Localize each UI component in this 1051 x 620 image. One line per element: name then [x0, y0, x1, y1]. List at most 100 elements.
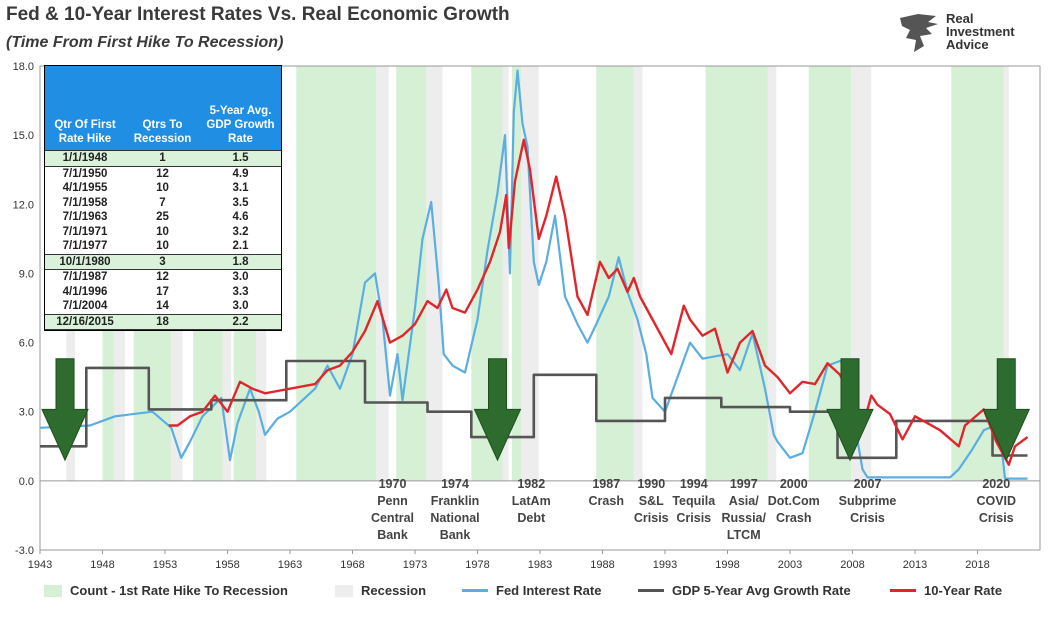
crisis-label: Dot.Com: [768, 494, 820, 508]
crisis-label: 1994: [680, 477, 708, 491]
crisis-label: 1997: [730, 477, 758, 491]
count-band: [511, 66, 522, 481]
x-tick-label: 1968: [340, 559, 364, 571]
crisis-label: Bank: [377, 528, 408, 542]
y-tick-label: 15.0: [13, 130, 34, 142]
fed-rate-line: [39, 69, 1028, 480]
count-band: [705, 66, 768, 481]
table-cell-date: 7/1/1958: [62, 196, 108, 209]
legend-label-ten: 10-Year Rate: [924, 583, 1003, 598]
crisis-label: Central: [371, 511, 414, 525]
y-tick-label: 9.0: [19, 268, 34, 280]
count-band: [296, 66, 377, 481]
count-band: [396, 66, 427, 481]
legend-label-count: Count - 1st Rate Hike To Recession: [70, 583, 288, 598]
table-cell-qtrs: 7: [159, 196, 166, 209]
crisis-label: Penn: [377, 494, 408, 508]
crisis-label: Crisis: [634, 511, 669, 525]
x-tick-label: 1983: [528, 559, 552, 571]
legend-label-recession: Recession: [361, 583, 427, 598]
table-cell-qtrs: 3: [159, 255, 166, 268]
crisis-label: 1982: [517, 477, 545, 491]
table-row: 10/1/1980 3 1.8: [45, 253, 281, 270]
crisis-label: 1970: [379, 477, 407, 491]
table-header-date: Qtr Of First Rate Hike: [54, 119, 116, 145]
table-cell-gdp: 4.6: [232, 211, 249, 224]
table-header-qtrs: Qtrs To Recession: [133, 119, 192, 145]
crisis-label: 1987: [592, 477, 620, 491]
x-tick-label: 2013: [903, 559, 927, 571]
crisis-label: 2000: [780, 477, 808, 491]
table-cell-gdp: 1.5: [232, 152, 249, 165]
table-row: 1/1/1948 1 1.5: [45, 150, 281, 167]
recession-band: [502, 66, 509, 481]
legend-item-recession: Recession: [335, 583, 426, 598]
x-tick-label: 1993: [653, 559, 677, 571]
table-cell-date: 4/1/1996: [62, 285, 108, 298]
table-cell-qtrs: 17: [156, 285, 169, 298]
table-cell-gdp: 3.0: [232, 271, 249, 284]
table-row: 12/16/2015 18 2.2: [45, 313, 281, 330]
table-cell-qtrs: 10: [156, 225, 169, 238]
logo-line-1: Real: [946, 11, 974, 26]
table-cell-gdp: 3.0: [232, 300, 249, 313]
crisis-label: Debt: [517, 511, 546, 525]
legend-label-gdp: GDP 5-Year Avg Growth Rate: [672, 583, 851, 598]
crisis-label: 2020: [982, 477, 1010, 491]
crisis-label: Bank: [440, 528, 471, 542]
x-tick-label: 2008: [840, 559, 864, 571]
legend-item-ten: 10-Year Rate: [890, 583, 1002, 598]
legend-swatch-recession: [335, 584, 353, 597]
table-row: 7/1/1971 10 3.2: [45, 225, 281, 240]
table-cell-qtrs: 14: [156, 300, 169, 313]
table-row: 7/1/1958 7 3.5: [45, 196, 281, 211]
crisis-label: COVID: [976, 494, 1016, 508]
table-cell-gdp: 3.2: [232, 225, 249, 238]
crisis-label: Tequila: [672, 494, 716, 508]
table-cell-date: 7/1/1950: [62, 167, 108, 180]
x-tick-label: 1998: [715, 559, 739, 571]
y-tick-label: 0.0: [19, 476, 34, 488]
y-tick-label: 6.0: [19, 338, 34, 350]
crisis-label: Crash: [776, 511, 811, 525]
x-tick-label: 1963: [278, 559, 302, 571]
table-cell-gdp: 3.5: [232, 196, 249, 209]
rate-hike-table: Qtr Of First Rate Hike Qtrs To Recession…: [44, 65, 282, 331]
down-arrow-icon: [41, 358, 89, 462]
table-cell-gdp: 3.1: [232, 182, 249, 195]
legend-swatch-fed: [462, 589, 488, 592]
x-tick-label: 1978: [465, 559, 489, 571]
chart-title: Fed & 10-Year Interest Rates Vs. Real Ec…: [6, 4, 510, 25]
crisis-label: Crisis: [850, 511, 885, 525]
crisis-label: 1990: [637, 477, 665, 491]
table-row: 7/1/1977 10 2.1: [45, 239, 281, 254]
crisis-label: S&L: [639, 494, 664, 508]
table-cell-qtrs: 18: [156, 315, 169, 328]
crisis-label: LTCM: [727, 528, 761, 542]
legend-item-count: Count - 1st Rate Hike To Recession: [44, 583, 288, 598]
table-cell-qtrs: 10: [156, 182, 169, 195]
table-cell-date: 10/1/1980: [59, 255, 111, 268]
table-row: 7/1/2004 14 3.0: [45, 299, 281, 314]
x-tick-label: 1948: [90, 559, 114, 571]
x-tick-label: 1943: [28, 559, 52, 571]
table-header-gdp: 5-Year Avg. GDP Growth Rate: [206, 105, 275, 145]
x-tick-label: 1988: [590, 559, 614, 571]
recession-band: [1003, 66, 1009, 481]
legend-item-fed: Fed Interest Rate: [462, 583, 601, 598]
table-cell-date: 7/1/2004: [62, 300, 108, 313]
table-row: 7/1/1963 25 4.6: [45, 210, 281, 225]
legend-swatch-ten: [890, 589, 916, 592]
legend-swatch-gdp: [638, 589, 664, 592]
table-cell-gdp: 1.8: [232, 255, 249, 268]
down-arrow-icon: [473, 358, 522, 462]
y-tick-label: -3.0: [15, 545, 34, 557]
table-cell-date: 7/1/1963: [62, 211, 108, 224]
crisis-label: Subprime: [839, 494, 897, 508]
legend: Count - 1st Rate Hike To Recession Reces…: [0, 583, 1051, 603]
table-cell-qtrs: 12: [156, 271, 169, 284]
recession-band: [426, 66, 443, 481]
x-tick-label: 1958: [215, 559, 239, 571]
legend-swatch-count: [44, 584, 62, 597]
legend-label-fed: Fed Interest Rate: [496, 583, 602, 598]
